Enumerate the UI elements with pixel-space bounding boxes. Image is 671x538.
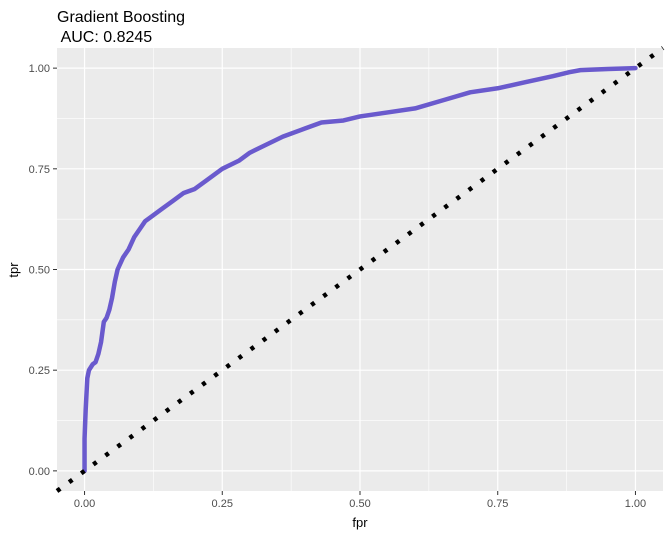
y-tick-label: 0.75: [29, 164, 50, 176]
x-tick-label: 0.75: [487, 498, 508, 510]
y-tick-label: 1.00: [29, 63, 50, 75]
y-axis-title: tpr: [6, 262, 21, 278]
x-tick-label: 0.25: [212, 498, 233, 510]
y-tick-label: 0.50: [29, 265, 50, 277]
x-axis-title: fpr: [352, 515, 368, 530]
y-tick-label: 0.25: [29, 365, 50, 377]
roc-curve: [82, 65, 638, 474]
x-tick-label: 0.50: [349, 498, 370, 510]
y-tick-label: 0.00: [29, 466, 50, 478]
diagonal-reference-line: [55, 46, 665, 493]
chart-title: Gradient Boosting: [57, 9, 185, 26]
x-axis-ticks: 0.00 0.25 0.50 0.75 1.00: [74, 491, 646, 510]
x-tick-label: 1.00: [625, 498, 646, 510]
y-axis-ticks: 0.00 0.25 0.50 0.75 1.00: [29, 63, 57, 478]
series-lines: [55, 46, 665, 493]
chart-subtitle: AUC: 0.8245: [57, 29, 152, 46]
x-tick-label: 0.00: [74, 498, 95, 510]
